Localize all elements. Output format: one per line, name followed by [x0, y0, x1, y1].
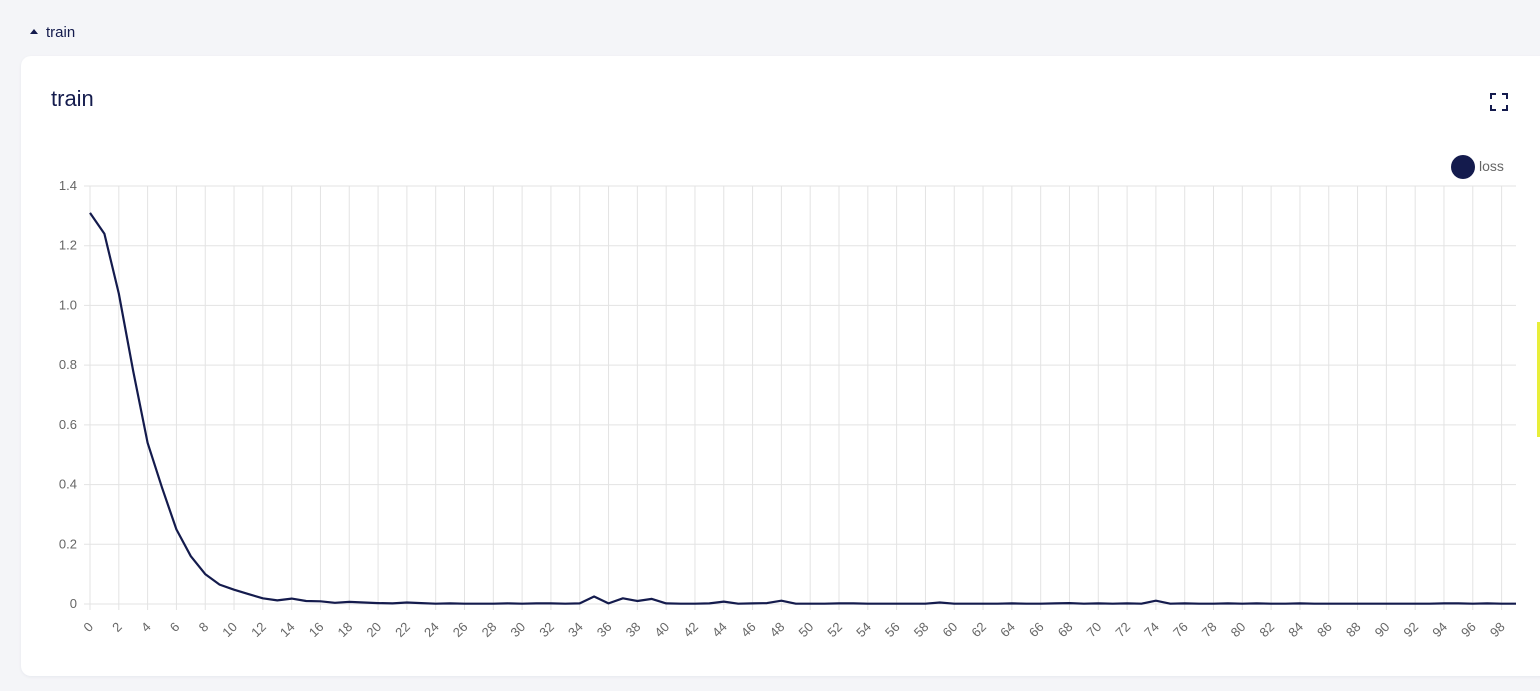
line-chart: 00.20.40.60.81.01.21.40 2 4 6 8 10 12 14 16 18 20 2…: [59, 155, 1516, 640]
x-tick-label: 34: [565, 619, 586, 640]
x-tick-label: 22: [392, 619, 413, 640]
x-tick-label: 40: [651, 619, 672, 640]
caret-up-icon: [30, 29, 38, 34]
x-tick-label: 94: [1429, 619, 1450, 640]
x-tick-label: 90: [1372, 619, 1393, 640]
x-tick-label: 56: [882, 619, 903, 640]
x-tick-label: 20: [363, 619, 384, 640]
x-tick-label: 32: [536, 619, 557, 640]
grid-lines: [84, 185, 1516, 610]
x-tick-label: 6: [167, 619, 183, 635]
y-tick-label: 0.6: [59, 417, 77, 432]
x-tick-label: 38: [623, 619, 644, 640]
x-tick-label: 60: [940, 619, 961, 640]
y-tick-label: 1.2: [59, 238, 77, 253]
y-tick-label: 1.0: [59, 297, 77, 312]
series-line-loss: [89, 212, 1516, 605]
x-tick-label: 36: [594, 619, 615, 640]
x-tick-label: 28: [479, 619, 500, 640]
x-tick-label: 4: [138, 619, 154, 635]
x-tick-label: 74: [1141, 619, 1162, 640]
x-tick-label: 30: [507, 619, 528, 640]
x-tick-label: 66: [1026, 619, 1047, 640]
fullscreen-icon: [1490, 93, 1508, 111]
x-tick-label: 78: [1199, 619, 1220, 640]
x-tick-label: 16: [306, 619, 327, 640]
x-tick-label: 10: [219, 619, 240, 640]
fullscreen-button[interactable]: [1489, 92, 1509, 112]
legend-label: loss: [1479, 158, 1504, 174]
x-tick-label: 8: [196, 619, 212, 635]
x-tick-label: 14: [277, 619, 298, 640]
y-tick-label: 1.4: [59, 178, 77, 193]
x-tick-label: 24: [421, 619, 442, 640]
x-tick-label: 72: [1112, 619, 1133, 640]
section-title: train: [46, 23, 76, 41]
y-tick-label: 0.4: [59, 477, 77, 492]
x-tick-label: 54: [853, 619, 874, 640]
x-tick-label: 46: [738, 619, 759, 640]
x-tick-label: 80: [1228, 619, 1249, 640]
x-tick-label: 96: [1458, 619, 1479, 640]
x-tick-label: 70: [1084, 619, 1105, 640]
x-tick-label: 26: [450, 619, 471, 640]
x-tick-label: 62: [968, 619, 989, 640]
x-tick-label: 88: [1343, 619, 1364, 640]
x-tick-label: 86: [1314, 619, 1335, 640]
x-tick-label: 50: [795, 619, 816, 640]
x-tick-label: 18: [335, 619, 356, 640]
x-tick-label: 64: [997, 619, 1018, 640]
x-tick-label: 2: [109, 619, 125, 635]
x-tick-label: 44: [709, 619, 730, 640]
chart-title: train: [51, 86, 94, 111]
x-tick-label: 52: [824, 619, 845, 640]
x-tick-label: 82: [1256, 619, 1277, 640]
x-tick-label: 76: [1170, 619, 1191, 640]
y-tick-label: 0.2: [59, 536, 77, 551]
y-tick-label: 0: [70, 596, 77, 611]
scroll-indicator: [1537, 322, 1540, 437]
x-tick-label: 92: [1400, 619, 1421, 640]
x-tick-label: 48: [767, 619, 788, 640]
y-tick-label: 0.8: [59, 357, 77, 372]
x-tick-label: 42: [680, 619, 701, 640]
legend-swatch: [1451, 155, 1475, 179]
chart-card: train 0 0.2 0.4 0.6 0.8 1.0 1.2 1.4 0 2 4 6 8 10 12 14 1…: [21, 56, 1540, 676]
x-tick-label: 68: [1055, 619, 1076, 640]
legend: loss: [1451, 155, 1504, 179]
x-tick-label: 0: [80, 619, 96, 635]
x-tick-label: 58: [911, 619, 932, 640]
x-tick-label: 98: [1487, 619, 1508, 640]
section-toggle-train[interactable]: train: [30, 20, 75, 44]
x-tick-label: 12: [248, 619, 269, 640]
x-tick-label: 84: [1285, 619, 1306, 640]
